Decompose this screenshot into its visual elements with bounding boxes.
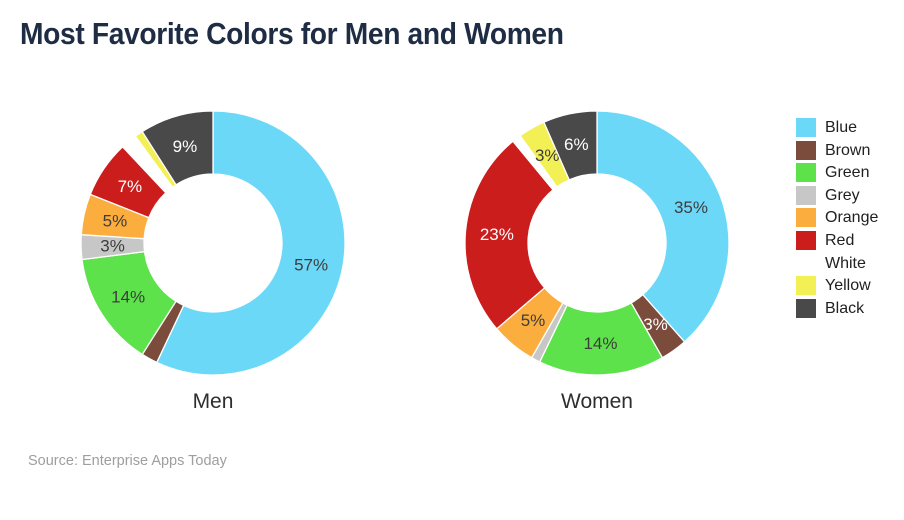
legend-swatch-brown bbox=[796, 140, 816, 160]
legend-item-green: Green bbox=[796, 163, 878, 183]
legend-label-blue: Blue bbox=[825, 119, 858, 136]
legend-item-blue: Blue bbox=[796, 118, 878, 137]
slice-men-orange-label: 5% bbox=[103, 212, 128, 231]
slice-men-red-label: 7% bbox=[118, 177, 143, 196]
women-chart-label: Women bbox=[561, 390, 633, 413]
legend-label-red: Red bbox=[825, 231, 855, 249]
legend-label-green: Green bbox=[825, 164, 870, 182]
legend-label-yellow: Yellow bbox=[825, 277, 871, 295]
legend-swatch-white bbox=[796, 253, 816, 273]
legend-swatch-orange bbox=[796, 208, 816, 228]
legend-item-grey: Grey bbox=[796, 185, 878, 205]
legend-item-red: Red bbox=[796, 230, 878, 250]
slice-women-orange-label: 5% bbox=[521, 311, 546, 330]
legend-label-black: Black bbox=[825, 299, 865, 317]
women-donut-chart: 35% 3% 14% 5% 23% 3% 6% bbox=[447, 93, 747, 393]
legend-item-orange: Orange bbox=[796, 208, 879, 228]
legend-swatch-green bbox=[796, 163, 816, 183]
legend-item-brown: Brown bbox=[796, 140, 878, 160]
chart-title: Most Favorite Colors for Men and Women bbox=[20, 16, 564, 51]
legend-label-orange: Orange bbox=[825, 209, 879, 227]
slice-men-black-label: 9% bbox=[173, 137, 198, 156]
slice-women-yellow-label: 3% bbox=[535, 146, 560, 165]
legend-item-yellow: Yellow bbox=[796, 276, 878, 296]
men-chart-label: Men bbox=[192, 390, 234, 413]
slice-women-black bbox=[543, 110, 598, 181]
slice-men-black bbox=[141, 110, 214, 186]
legend-swatch-yellow bbox=[796, 276, 816, 296]
slice-women-black-label: 6% bbox=[564, 135, 589, 154]
legend-item-black: Black bbox=[796, 298, 878, 318]
legend-swatch-red bbox=[796, 230, 816, 250]
slice-women-blue-label: 35% bbox=[674, 198, 708, 217]
legend-label-grey: Grey bbox=[825, 186, 860, 204]
donut-svg: 57% 14% 3% 5% 7% 9% bbox=[80, 110, 346, 376]
legend-swatch-black bbox=[796, 298, 816, 318]
donut-svg: 35%3%14%5%23%3%6% bbox=[464, 110, 730, 376]
legend-item-white: White bbox=[796, 253, 878, 273]
slice-women-blue bbox=[596, 110, 730, 343]
legend-swatch-blue bbox=[796, 118, 816, 137]
legend-label-brown: Brown bbox=[825, 141, 871, 159]
slice-men-green-label: 14% bbox=[111, 287, 145, 306]
slice-women-brown-label: 3% bbox=[643, 315, 668, 334]
slice-women-red-label: 23% bbox=[480, 225, 514, 244]
men-donut-chart: 57% 14% 3% 5% 7% 9% bbox=[63, 93, 363, 393]
legend-label-white: White bbox=[825, 254, 866, 272]
legend: Blue Brown Green Grey Orange Red White bbox=[796, 118, 878, 321]
legend-swatch-grey bbox=[796, 185, 816, 205]
slice-men-blue bbox=[155, 110, 346, 376]
slice-women-green-label: 14% bbox=[583, 334, 617, 353]
slice-men-grey-label: 3% bbox=[100, 237, 125, 256]
slice-men-blue-label: 57% bbox=[294, 255, 328, 274]
slice-women-red bbox=[464, 140, 554, 330]
source-note: Source: Enterprise Apps Today bbox=[28, 453, 227, 469]
